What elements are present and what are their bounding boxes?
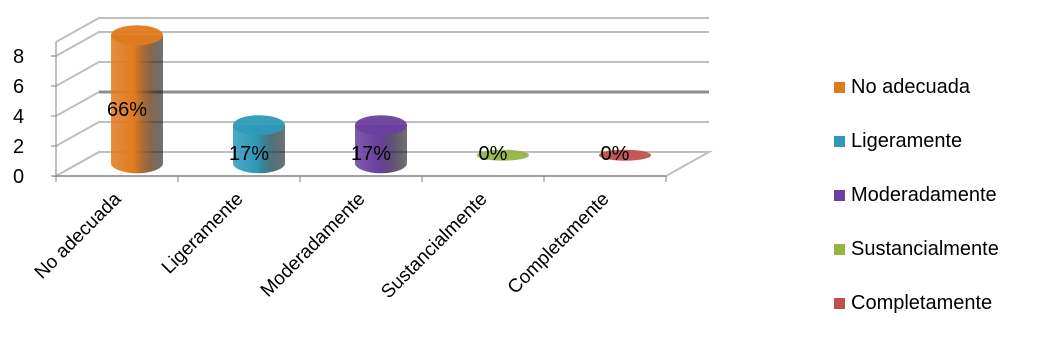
legend-swatch [834, 298, 845, 309]
bar [477, 149, 529, 161]
legend-swatch [834, 82, 845, 93]
bar-top [233, 115, 285, 136]
y-tick-label: 2 [13, 136, 24, 158]
y-tick-label: 8 [13, 46, 24, 68]
x-tick-label: Sustancialmente [377, 189, 491, 303]
x-tick-label: No adecuada [31, 188, 126, 283]
x-tick-label: Moderadamente [257, 189, 370, 302]
legend-swatch [834, 136, 845, 147]
data-label: 66% [107, 99, 147, 121]
data-label: 0% [601, 143, 630, 165]
bars [111, 25, 651, 174]
legend-label: Completamente [851, 292, 993, 314]
legend-label: Sustancialmente [851, 238, 999, 260]
bar-top [111, 25, 163, 46]
legend-item-moderadamente: Moderadamente [834, 182, 999, 209]
legend-item-ligeramente: Ligeramente [834, 128, 999, 155]
legend-item-sustancialmente: Sustancialmente [834, 236, 999, 263]
gridline [55, 121, 709, 147]
legend-label: No adecuada [851, 76, 970, 98]
bar-body [111, 35, 163, 174]
gridline [55, 17, 709, 43]
bar [599, 149, 651, 161]
gridline [55, 31, 709, 57]
data-labels: 66% 17% 17% 0% 0% [107, 99, 630, 165]
bar-top [355, 115, 407, 136]
legend-label: Moderadamente [851, 184, 997, 206]
y-tick-label: 4 [13, 106, 24, 128]
data-label: 17% [229, 143, 269, 165]
y-tick-label: 0 [13, 166, 24, 188]
bar-top [599, 149, 651, 161]
x-axis: No adecuada Ligeramente Moderadamente Susta… [31, 175, 667, 303]
legend-item-completamente: Completamente [834, 290, 999, 317]
data-label: 17% [351, 143, 391, 165]
bar-top [477, 149, 529, 161]
y-axis: 0 2 4 6 8 [13, 42, 57, 188]
x-tick-label: Completamente [504, 189, 614, 299]
legend-item-no-adecuada: No adecuada [834, 74, 999, 101]
x-tick-label: Ligeramente [158, 189, 248, 279]
data-label: 0% [479, 143, 508, 165]
legend-label: Ligeramente [851, 130, 963, 152]
bar [355, 115, 407, 174]
bar-body [233, 125, 285, 174]
bar-body [355, 125, 407, 174]
legend-swatch [834, 244, 845, 255]
bar [233, 115, 285, 174]
legend-swatch [834, 190, 845, 201]
gridline [55, 61, 709, 87]
y-tick-label: 6 [13, 76, 24, 98]
legend: No adecuada Ligeramente Moderadamente Su… [834, 74, 999, 344]
bar [111, 25, 163, 174]
